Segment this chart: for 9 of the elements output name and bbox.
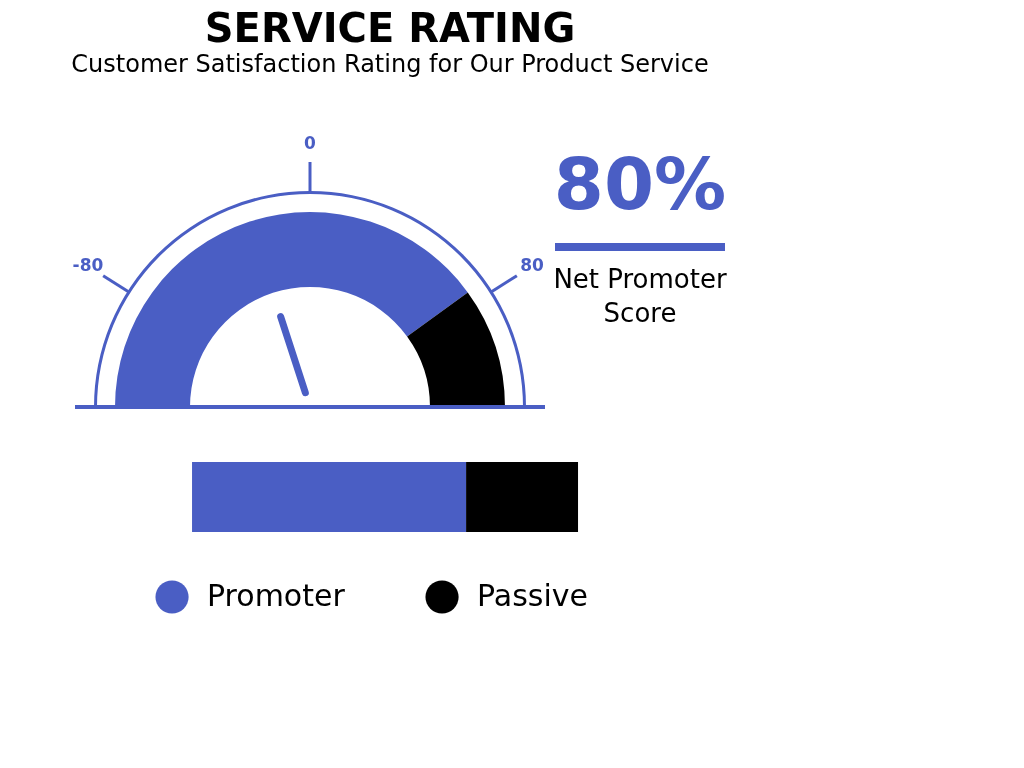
text: Net Promoter Score [553,264,727,328]
text: 80 [520,255,545,276]
chart-title: SERVICE RATING [204,5,576,51]
chart-subtitle: Customer Satisfaction Rating for Our Product Service [71,50,709,78]
legend-label: Passive [477,578,588,613]
legend-label: Promoter [207,578,346,613]
text: 0 [304,133,317,153]
text: -80 [72,255,104,276]
text: 80% [553,142,727,226]
